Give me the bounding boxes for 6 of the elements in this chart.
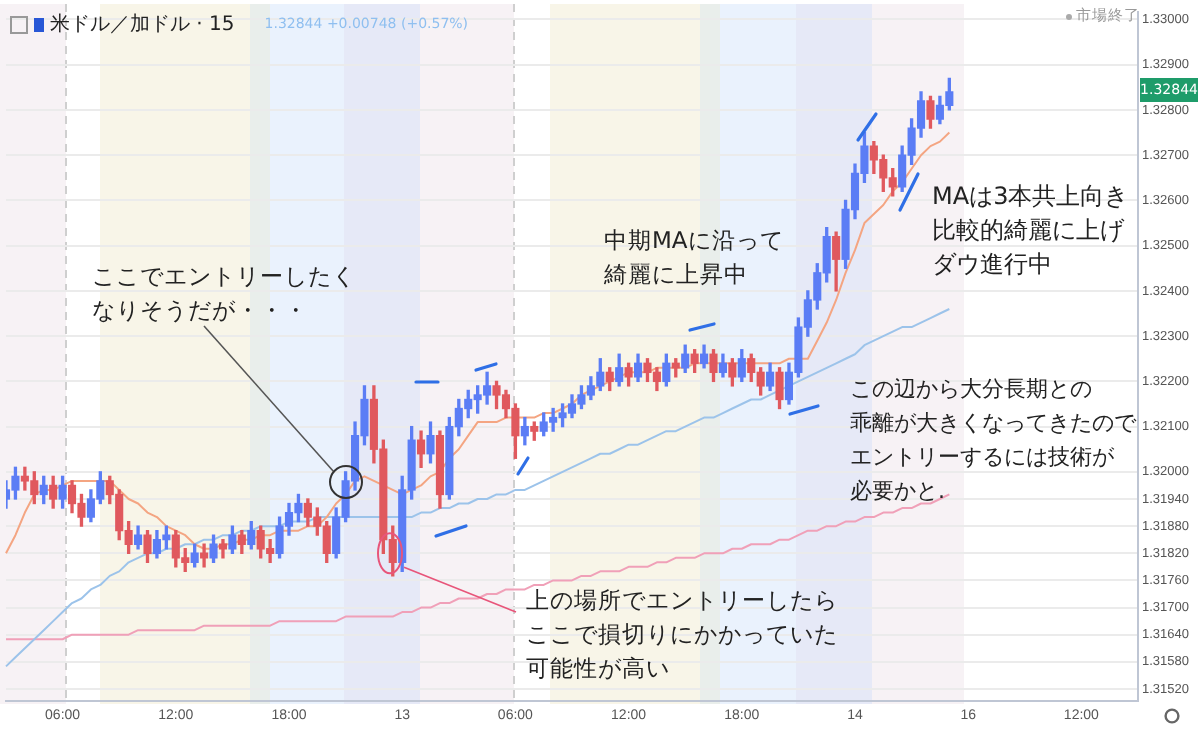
annotation: MAは3本共上向き比較的綺麗に上げダウ進行中 <box>932 180 1129 282</box>
chart-title: 米ドル／加ドル · 15 <box>50 11 235 38</box>
annotation: 中期MAに沿って綺麗に上昇中 <box>604 224 784 292</box>
annotation: ここでエントリーしたくなりそうだが・・・ <box>92 260 356 328</box>
annotation: 上の場所でエントリーしたらここで損切りにかかっていた可能性が高い <box>526 584 838 686</box>
annotation: この辺から大分長期との乖離が大きくなってきたのでエントリーするには技術が必要かと. <box>850 374 1136 508</box>
